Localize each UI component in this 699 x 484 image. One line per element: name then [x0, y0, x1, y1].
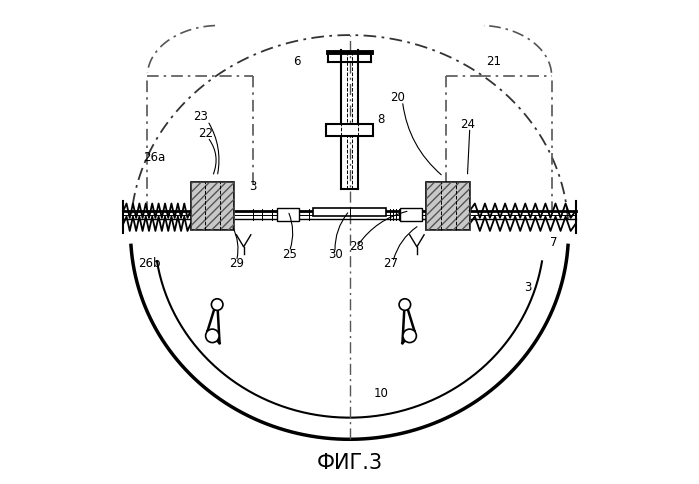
Text: ФИГ.3: ФИГ.3 — [317, 454, 382, 473]
Text: 25: 25 — [282, 247, 297, 260]
Text: 22: 22 — [198, 127, 212, 140]
Text: 20: 20 — [390, 91, 405, 104]
Text: 28: 28 — [350, 241, 364, 253]
Circle shape — [211, 299, 223, 310]
Text: 30: 30 — [328, 247, 343, 260]
Bar — [400, 208, 421, 221]
Text: 21: 21 — [487, 55, 501, 68]
Text: 26b: 26b — [138, 257, 161, 270]
Text: 3: 3 — [524, 281, 531, 294]
Text: 27: 27 — [383, 257, 398, 270]
Bar — [191, 182, 234, 230]
Bar — [426, 182, 470, 230]
Bar — [278, 208, 299, 221]
Text: 10: 10 — [373, 387, 388, 400]
Text: 24: 24 — [460, 118, 475, 131]
Circle shape — [206, 329, 219, 343]
Bar — [426, 182, 470, 230]
Text: 26a: 26a — [143, 151, 166, 164]
Text: 23: 23 — [193, 110, 208, 123]
Text: 8: 8 — [377, 113, 384, 126]
Text: 7: 7 — [550, 236, 558, 248]
Circle shape — [399, 299, 410, 310]
Text: 6: 6 — [293, 55, 301, 68]
Bar — [313, 208, 386, 215]
Circle shape — [403, 329, 417, 343]
Text: 29: 29 — [229, 257, 244, 270]
Bar — [191, 182, 234, 230]
Bar — [326, 124, 373, 136]
Text: 3: 3 — [250, 180, 257, 193]
